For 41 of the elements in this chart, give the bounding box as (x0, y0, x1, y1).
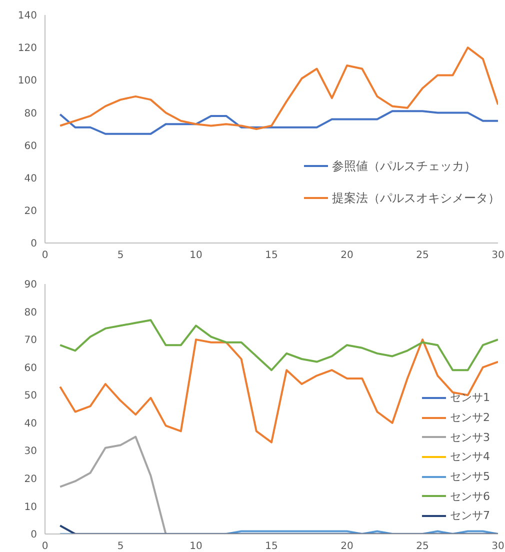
x-tick-label: 25 (416, 250, 429, 262)
legend-label: センサ5 (450, 469, 490, 484)
x-tick-label: 0 (42, 250, 48, 262)
x-tick-label: 25 (416, 541, 429, 552)
legend-label: 参照値（パルスチェッカ） (332, 158, 476, 174)
y-tick-label: 10 (24, 502, 37, 513)
y-tick-label: 120 (18, 43, 37, 54)
legend-label: センサ2 (450, 410, 490, 426)
x-tick-label: 5 (117, 250, 124, 262)
y-tick-label: 0 (30, 238, 37, 250)
x-tick-label: 10 (190, 250, 202, 262)
y-tick-label: 50 (24, 390, 37, 402)
y-tick-label: 140 (18, 10, 37, 22)
y-tick-label: 60 (24, 362, 37, 374)
x-tick-label: 10 (190, 541, 202, 552)
y-tick-label: 90 (24, 280, 37, 291)
y-tick-label: 70 (24, 335, 37, 346)
y-tick-label: 60 (24, 140, 37, 152)
x-tick-label: 30 (492, 541, 504, 552)
y-tick-label: 40 (24, 418, 37, 430)
legend-label: センサ1 (450, 390, 490, 406)
legend-label: 提案法（パルスオキシメータ） (332, 190, 500, 206)
y-tick-label: 20 (24, 206, 37, 217)
legend-label: センサ3 (450, 430, 490, 445)
x-tick-label: 20 (340, 541, 354, 552)
y-tick-label: 80 (24, 307, 37, 318)
y-tick-label: 20 (24, 474, 37, 485)
x-tick-label: 20 (340, 250, 354, 262)
legend-label: センサ4 (450, 449, 490, 464)
x-tick-label: 5 (117, 541, 124, 552)
y-tick-label: 80 (24, 108, 37, 120)
legend-label: センサ6 (450, 488, 490, 504)
x-tick-label: 15 (265, 250, 278, 262)
y-tick-label: 30 (24, 446, 37, 458)
legend-label: センサ7 (450, 508, 490, 524)
x-tick-label: 30 (492, 250, 504, 262)
y-tick-label: 40 (24, 173, 37, 184)
y-tick-label: 0 (30, 530, 37, 541)
x-tick-label: 0 (42, 541, 48, 552)
y-tick-label: 100 (18, 76, 37, 87)
x-tick-label: 15 (265, 541, 278, 552)
